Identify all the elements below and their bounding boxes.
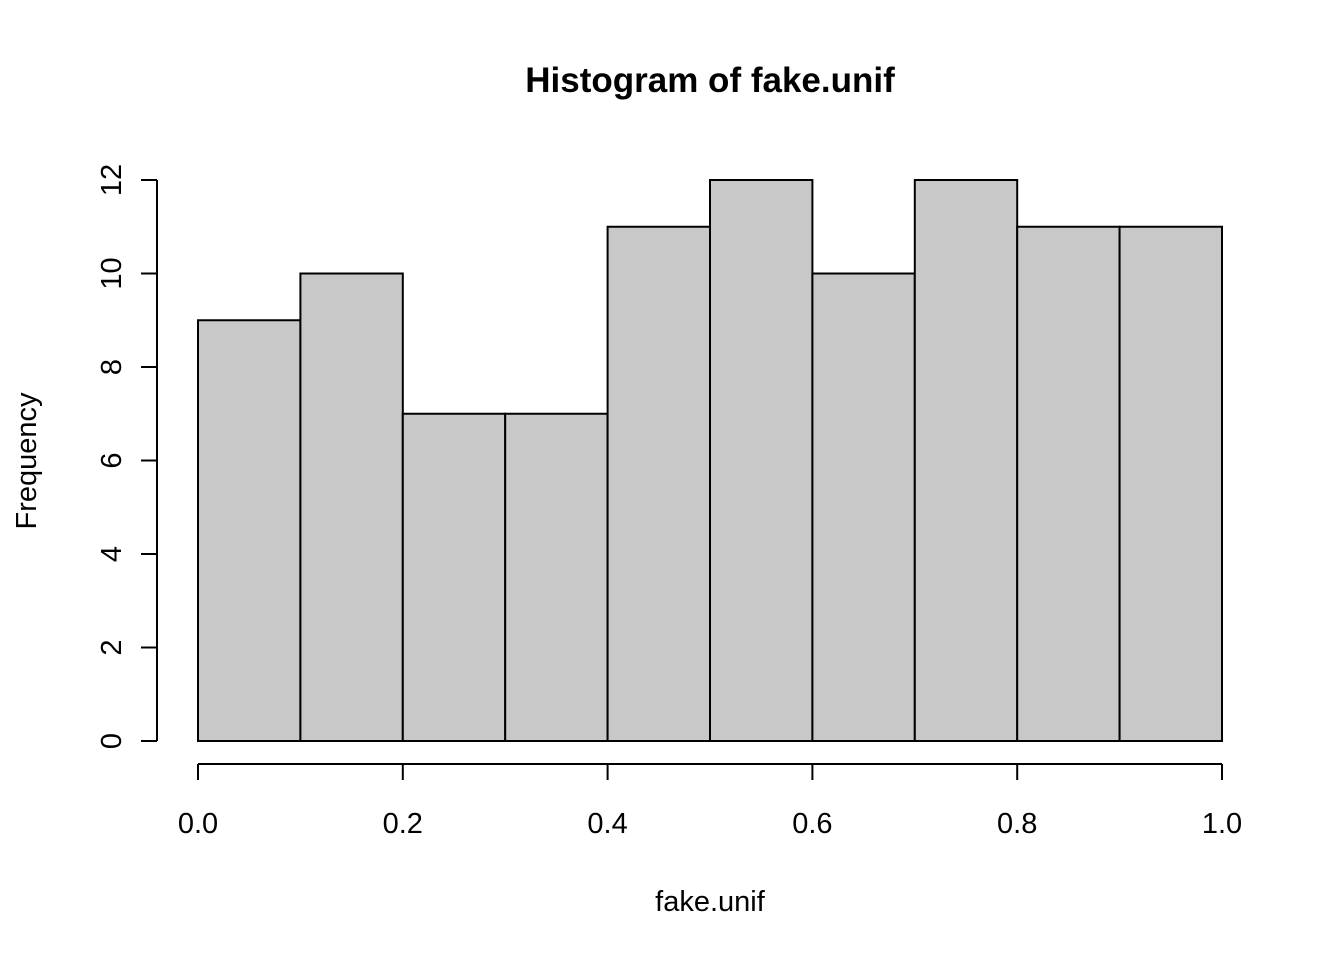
y-tick-label: 8 (96, 359, 128, 375)
histogram-bar (401, 412, 507, 742)
x-tick-label: 0.2 (383, 808, 423, 840)
x-tick-label: 0.6 (792, 808, 832, 840)
x-axis: 0.0 0.2 0.4 0.6 0.8 1.0 (178, 763, 1242, 840)
histogram-bar (1118, 225, 1223, 742)
y-tick-label: 12 (96, 164, 128, 196)
histogram-bar (299, 272, 404, 742)
chart-title: Histogram of fake.unif (525, 61, 895, 100)
histogram-bar (1016, 225, 1121, 742)
y-tick-label: 6 (96, 452, 128, 468)
y-tick-label: 4 (96, 546, 128, 562)
x-tick-label: 0.8 (997, 808, 1037, 840)
x-axis-label: fake.unif (655, 886, 766, 918)
y-axis-label: Frequency (11, 392, 43, 530)
y-tick-label: 2 (96, 639, 128, 655)
x-tick-label: 0.0 (178, 808, 218, 840)
histogram-bar (913, 179, 1019, 742)
x-tick-label: 1.0 (1202, 808, 1242, 840)
y-axis: 0 2 4 6 8 10 12 (96, 164, 158, 749)
histogram-bar (504, 412, 609, 742)
x-tick-label: 0.4 (587, 808, 627, 840)
histogram-bar (811, 272, 916, 742)
y-tick-label: 0 (96, 733, 128, 749)
bars-group (197, 179, 1223, 742)
histogram-bar (709, 179, 814, 742)
histogram-bar (606, 225, 711, 742)
y-tick-label: 10 (96, 257, 128, 289)
histogram-bar (197, 319, 302, 742)
